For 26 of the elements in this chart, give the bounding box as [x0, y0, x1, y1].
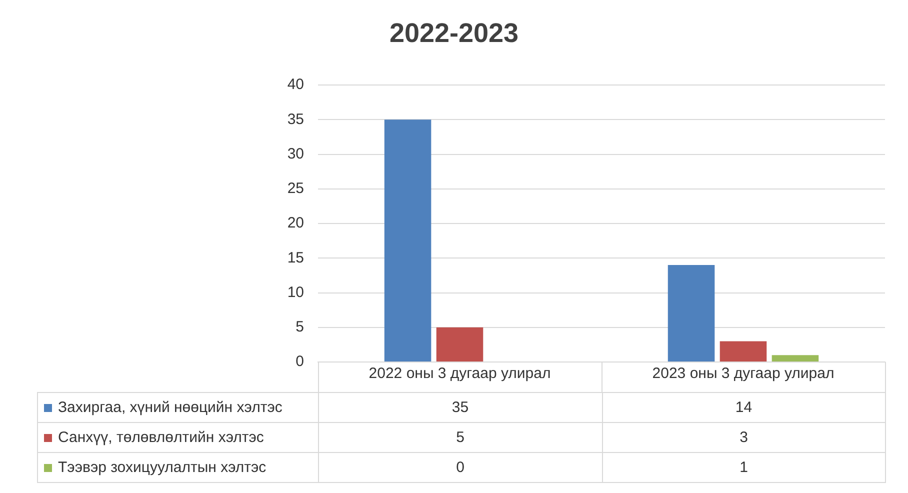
legend-label: Захиргаа, хүний нөөцийн хэлтэс [58, 399, 282, 416]
y-tick-label: 25 [287, 180, 304, 198]
y-tick-label: 40 [287, 76, 304, 94]
y-tick-label: 20 [287, 214, 304, 232]
data-label: 0 [318, 452, 602, 483]
y-tick-label: 10 [287, 284, 304, 301]
data-label: 14 [602, 392, 886, 423]
bar [720, 341, 767, 362]
bar [384, 120, 432, 362]
y-tick-label: 30 [287, 145, 304, 162]
x-tick-label: 2022 оны 3 дугаар улирал [368, 365, 551, 382]
y-tick-label: 35 [287, 110, 304, 128]
data-label: 1 [602, 452, 886, 483]
y-tick-label: 0 [296, 353, 304, 370]
bar [668, 265, 715, 362]
y-tick-label: 15 [287, 249, 304, 266]
bar [772, 355, 819, 362]
x-tick-label: 2023 оны 3 дугаар улирал [652, 365, 834, 382]
legend-label: Тээвэр зохицуулалтын хэлтэс [58, 459, 266, 476]
data-label: 5 [318, 422, 602, 453]
chart-title: 2022-2023 [388, 18, 520, 49]
y-tick-label: 5 [296, 318, 304, 336]
bar [436, 327, 484, 362]
legend-label: Санхүү, төлөвлөлтийн хэлтэс [58, 429, 264, 446]
data-label: 3 [602, 422, 886, 453]
data-label: 35 [318, 392, 602, 423]
